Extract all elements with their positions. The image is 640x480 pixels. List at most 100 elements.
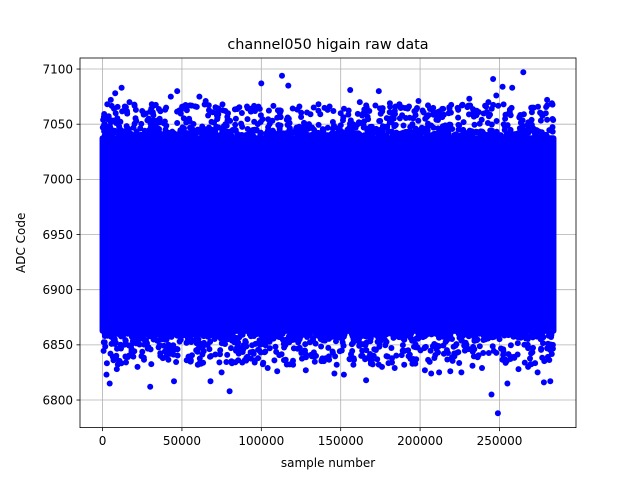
data-point bbox=[238, 120, 245, 127]
data-point bbox=[346, 356, 353, 362]
dense-data-band bbox=[99, 135, 557, 334]
data-point bbox=[530, 344, 536, 351]
data-point bbox=[141, 341, 148, 348]
data-point bbox=[133, 340, 140, 347]
data-point bbox=[130, 353, 137, 360]
data-point bbox=[455, 121, 462, 128]
data-point bbox=[507, 132, 514, 139]
data-point bbox=[181, 331, 187, 338]
data-point bbox=[325, 344, 332, 351]
outlier-point bbox=[493, 92, 500, 99]
data-point bbox=[260, 359, 267, 366]
y-tick-label: 7050 bbox=[42, 117, 73, 131]
outlier-point bbox=[225, 110, 231, 117]
data-point bbox=[109, 330, 116, 337]
outlier-point bbox=[326, 103, 333, 110]
outlier-point bbox=[445, 110, 452, 117]
data-point bbox=[118, 330, 124, 337]
data-point bbox=[416, 131, 423, 137]
data-point bbox=[253, 331, 260, 337]
data-point bbox=[195, 129, 202, 135]
outlier-point bbox=[350, 361, 357, 368]
outlier-point bbox=[425, 102, 431, 109]
data-point bbox=[265, 107, 272, 114]
data-point bbox=[249, 132, 256, 139]
x-tick-label: 100000 bbox=[238, 434, 284, 448]
outlier-point bbox=[252, 108, 258, 114]
data-point bbox=[201, 339, 207, 346]
data-point bbox=[224, 351, 231, 358]
data-point bbox=[543, 132, 550, 139]
data-point bbox=[398, 352, 405, 359]
data-point bbox=[420, 109, 427, 116]
data-point bbox=[493, 132, 500, 139]
outlier-point bbox=[132, 106, 139, 113]
data-point bbox=[349, 348, 356, 354]
data-point bbox=[298, 114, 305, 120]
data-point bbox=[367, 129, 374, 136]
outlier-point bbox=[285, 82, 292, 89]
outlier-point bbox=[366, 108, 373, 114]
outlier-point bbox=[485, 99, 492, 106]
data-point bbox=[193, 337, 200, 344]
data-point bbox=[547, 341, 554, 348]
data-point bbox=[458, 337, 465, 344]
data-point bbox=[430, 124, 437, 131]
data-point bbox=[250, 350, 257, 357]
outlier-point bbox=[232, 115, 239, 122]
data-point bbox=[311, 358, 318, 365]
data-point bbox=[513, 332, 520, 339]
data-point bbox=[301, 131, 308, 138]
data-point bbox=[550, 117, 557, 123]
outlier-point bbox=[258, 80, 265, 87]
data-point bbox=[514, 340, 521, 347]
outlier-point bbox=[134, 363, 141, 370]
outlier-point bbox=[479, 365, 485, 371]
data-point bbox=[205, 112, 212, 119]
data-point bbox=[102, 343, 109, 350]
outlier-point bbox=[475, 109, 482, 116]
data-point bbox=[245, 131, 252, 138]
data-point bbox=[356, 339, 363, 346]
data-point bbox=[223, 122, 230, 129]
data-point bbox=[217, 132, 224, 138]
outlier-point bbox=[490, 76, 497, 82]
outlier-point bbox=[239, 359, 246, 366]
x-tick-label: 150000 bbox=[318, 434, 364, 448]
data-point bbox=[430, 131, 437, 137]
data-point bbox=[210, 330, 217, 337]
data-point bbox=[154, 129, 161, 135]
outlier-point bbox=[529, 104, 536, 111]
data-point bbox=[171, 346, 177, 353]
data-point bbox=[183, 107, 190, 114]
data-point bbox=[471, 346, 478, 353]
data-point bbox=[271, 357, 278, 364]
outlier-point bbox=[386, 100, 393, 107]
outlier-point bbox=[534, 369, 541, 376]
outlier-point bbox=[509, 84, 516, 91]
data-point bbox=[112, 110, 119, 117]
data-point bbox=[524, 333, 531, 340]
data-point bbox=[296, 123, 303, 130]
data-point bbox=[277, 114, 284, 121]
outlier-point bbox=[107, 96, 114, 103]
outlier-point bbox=[101, 121, 108, 128]
outlier-point bbox=[264, 365, 271, 371]
outlier-point bbox=[255, 355, 262, 362]
data-point bbox=[165, 332, 172, 339]
data-point bbox=[412, 107, 419, 113]
outlier-point bbox=[544, 96, 551, 103]
data-point bbox=[379, 123, 386, 130]
data-point bbox=[389, 359, 395, 366]
data-point bbox=[308, 353, 315, 360]
outlier-point bbox=[469, 362, 476, 369]
outlier-point bbox=[163, 104, 170, 111]
data-point bbox=[361, 106, 368, 113]
data-point bbox=[187, 124, 193, 131]
data-point bbox=[478, 116, 485, 123]
data-point bbox=[382, 132, 389, 139]
data-point bbox=[306, 339, 313, 346]
data-point bbox=[378, 330, 385, 337]
data-point bbox=[493, 349, 500, 356]
data-point bbox=[421, 330, 428, 337]
